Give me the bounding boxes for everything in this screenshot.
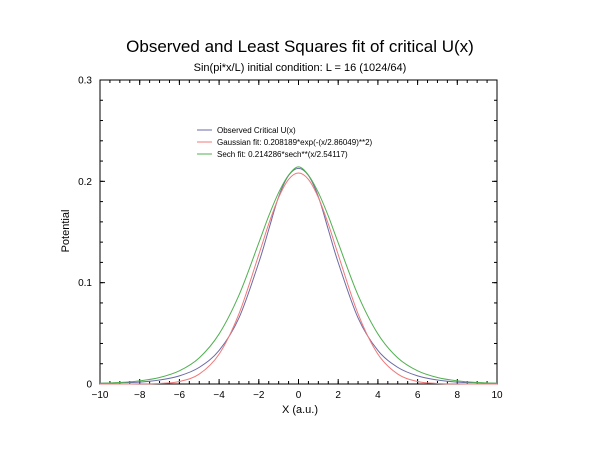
x-axis-ticks: −10 −8 −6 −4 −2 0 2 4 6 8 10 [92, 80, 503, 401]
plot-border [99, 79, 498, 385]
legend-label: Gaussian fit: 0.208189*exp(-(x/2.86049)*… [217, 138, 373, 147]
x-tick-label: −6 [174, 390, 186, 401]
x-tick-label: 4 [375, 390, 381, 401]
series-line-sech [99, 166, 498, 384]
x-tick-label: 0 [296, 390, 302, 401]
x-tick-label: −2 [253, 390, 265, 401]
plot-frame [99, 79, 498, 385]
x-tick-label: 6 [415, 390, 421, 401]
legend-label: Observed Critical U(x) [217, 126, 296, 135]
x-tick-label: 10 [491, 390, 503, 401]
y-axis-label: Potential [60, 210, 72, 253]
y-tick-label: 0.3 [78, 76, 92, 87]
legend-label: Sech fit: 0.214286*sech**(x/2.54117) [217, 150, 348, 159]
chart-title: Observed and Least Squares fit of critic… [126, 37, 474, 56]
y-tick-label: 0.2 [78, 177, 92, 188]
legend-item-gaussian: Gaussian fit: 0.208189*exp(-(x/2.86049)*… [197, 138, 373, 147]
y-tick-label: 0 [86, 380, 92, 391]
x-axis-label: X (a.u.) [282, 404, 318, 416]
x-tick-label: −10 [92, 390, 109, 401]
y-axis-ticks: 0 0.1 0.2 0.3 [78, 76, 497, 391]
y-tick-label: 0.1 [78, 278, 92, 289]
legend-item-sech: Sech fit: 0.214286*sech**(x/2.54117) [197, 150, 348, 159]
series-layer [99, 166, 498, 385]
legend: Observed Critical U(x) Gaussian fit: 0.20… [197, 126, 373, 159]
x-tick-label: −8 [134, 390, 146, 401]
x-tick-label: −4 [213, 390, 225, 401]
x-tick-label: 8 [455, 390, 461, 401]
series-line-gaussian [99, 172, 498, 385]
chart-subtitle: Sin(pi*x/L) initial condition: L = 16 (1… [194, 62, 407, 74]
x-tick-label: 2 [335, 390, 341, 401]
series-line-observed [99, 167, 498, 384]
legend-item-observed: Observed Critical U(x) [197, 126, 296, 135]
